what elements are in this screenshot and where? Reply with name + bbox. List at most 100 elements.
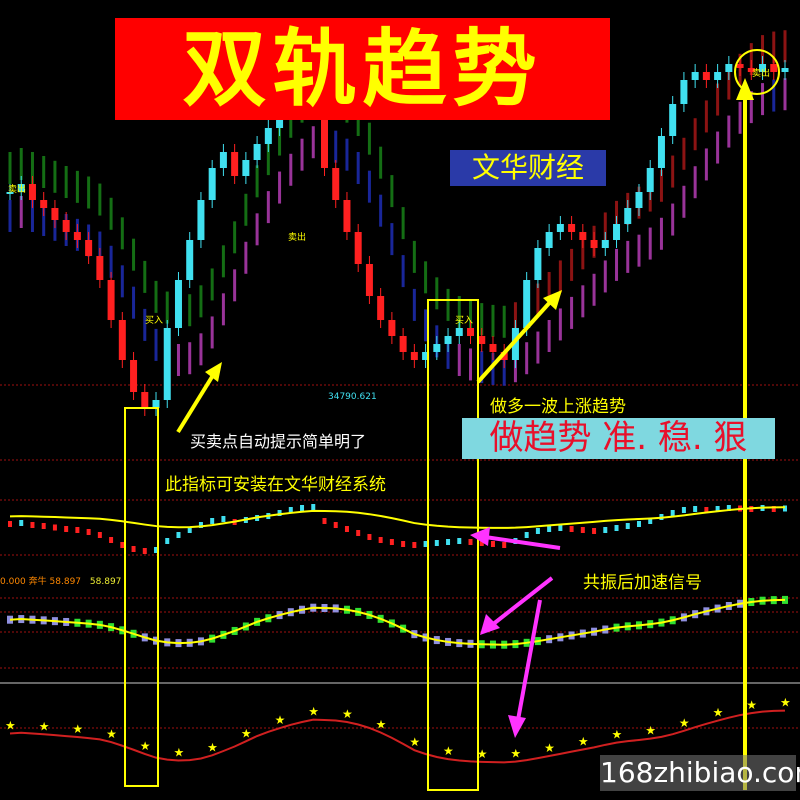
candle-body [219,152,227,168]
candle-body [130,360,138,392]
resonance-text: 共振后加速信号 [583,573,702,593]
arrowhead [470,527,490,546]
candle-body [85,240,93,256]
star-marker: ★ [645,724,656,738]
readout-value: 0.000 [0,577,26,587]
star-marker: ★ [578,735,589,749]
mini-candle [468,539,473,545]
candle-body [51,208,59,220]
mini-candle [154,547,159,553]
candle-body [725,64,733,72]
candle-body [568,224,576,232]
mini-candle [97,532,102,538]
candle-body [141,392,149,408]
candle-body [781,68,789,72]
highlight-circle [734,49,780,95]
star-marker: ★ [106,727,117,741]
candle-body [332,168,340,200]
mini-candle [592,528,597,534]
mini-candle [75,527,80,533]
star-marker: ★ [679,716,690,730]
momentum-line [9,598,786,646]
candle-body [422,352,430,360]
candle-body [152,400,160,408]
star-marker: ★ [544,741,555,755]
buy-label: 买入 [455,316,474,326]
mini-candle [176,532,181,538]
candle-body [714,72,722,80]
candle-body [455,328,463,336]
mini-candle [8,521,12,527]
star-marker: ★ [241,726,252,740]
candle-body [197,200,205,240]
candle-body [635,192,643,208]
page-title: 双轨趋势 [115,18,610,120]
mini-candle [221,516,226,522]
mini-candle [30,522,35,528]
mini-candle [41,523,46,529]
candle-body [478,336,486,344]
candle-body [702,72,710,80]
readout-value: 58.897 [49,577,82,587]
candle-body [489,344,497,352]
mini-candle [670,510,675,516]
mini-candle [783,505,787,512]
star-marker: ★ [140,739,151,753]
arrowhead [543,290,562,310]
mini-candle [198,522,203,528]
mini-candle [356,530,361,536]
star-marker: ★ [72,722,83,736]
candle-body [646,168,654,192]
mini-candle [547,526,552,532]
star-marker: ★ [207,740,218,754]
candle-body [365,264,373,296]
candle-body [500,352,508,360]
mini-candle [479,540,484,546]
candle-body [343,200,351,232]
long-wave-text: 做多一波上涨趋势 [490,397,626,417]
candle-body [40,200,48,208]
sub-trend-line [9,506,786,529]
candle-body [6,192,14,194]
candle-body [73,232,81,240]
star-marker: ★ [5,719,16,733]
brand-label: 文华财经 [450,150,606,186]
mini-candle [625,523,630,529]
readout-name: 奔牛 [28,577,47,587]
mini-candle [524,532,529,538]
mini-candle [288,507,293,513]
magenta-arrow [484,535,561,550]
candle-body [657,136,665,168]
candle-body [62,220,70,232]
candle-body [747,68,755,72]
mini-candle [614,525,619,531]
mini-candle [120,542,125,548]
candle-body [174,280,182,328]
candle-body [691,72,699,80]
candle-body [163,328,171,400]
mini-candle [19,520,24,526]
candle-body [579,232,587,240]
mini-candle [333,522,338,528]
mini-candle [636,521,641,527]
star-marker: ★ [477,747,488,761]
star-marker: ★ [308,705,319,719]
candle-body [770,64,778,72]
candle-body [613,224,621,240]
star-marker: ★ [342,707,353,721]
buy-label: 买入 [145,316,164,326]
mini-candle [569,526,574,532]
candle-body [231,152,239,176]
candle-body [242,160,250,176]
sell-label: 卖出 [288,233,307,243]
candle-body [467,328,475,336]
candle-body [680,80,688,104]
star-marker: ★ [612,728,623,742]
candle-body [377,296,385,320]
mini-candle [344,526,349,532]
mini-candle [648,518,653,524]
candle-body [399,336,407,352]
mini-candle [131,546,136,552]
mini-candle [681,507,686,513]
mini-candle [502,542,507,548]
